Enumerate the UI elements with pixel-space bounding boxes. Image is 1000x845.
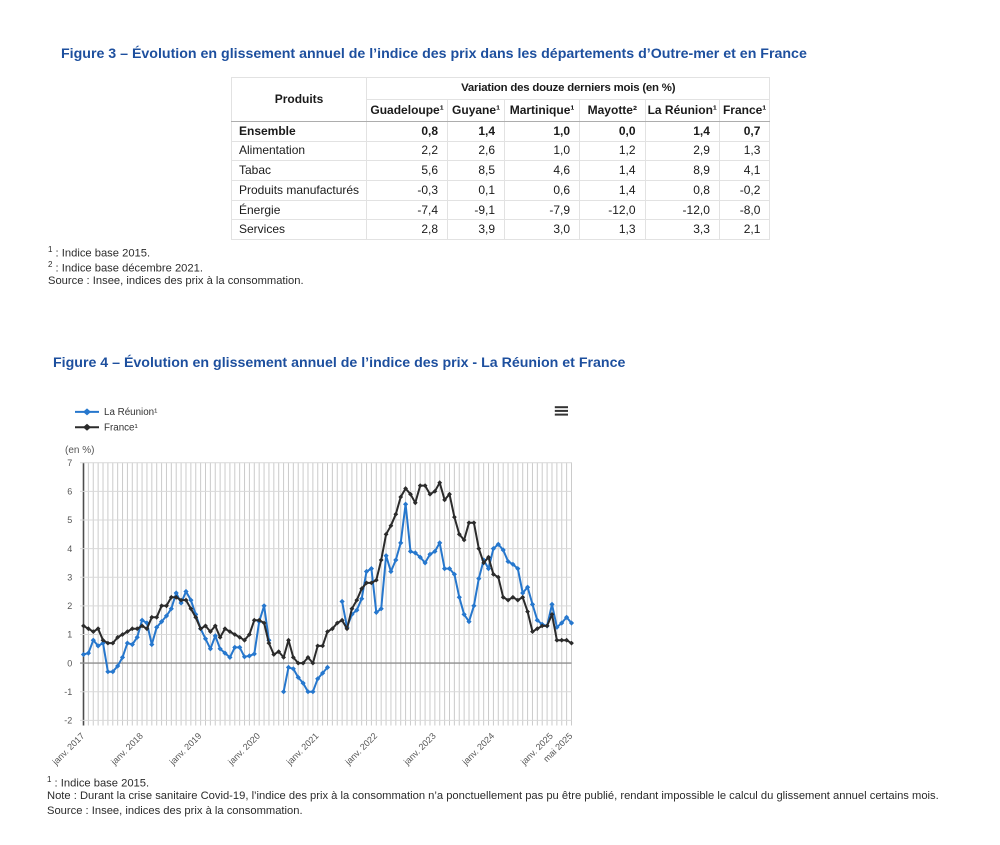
- svg-text:janv. 2018: janv. 2018: [108, 731, 145, 768]
- svg-text:6: 6: [67, 487, 72, 497]
- svg-text:-2: -2: [64, 716, 72, 726]
- svg-text:La Réunion¹: La Réunion¹: [104, 407, 158, 418]
- svg-text:France¹: France¹: [104, 423, 138, 434]
- svg-text:3: 3: [67, 572, 72, 582]
- svg-text:janv. 2021: janv. 2021: [284, 731, 321, 768]
- svg-text:(en %): (en %): [65, 445, 94, 456]
- svg-text:7: 7: [67, 458, 72, 468]
- svg-text:janv. 2017: janv. 2017: [50, 731, 87, 768]
- svg-text:2: 2: [67, 601, 72, 611]
- svg-text:janv. 2019: janv. 2019: [167, 731, 204, 768]
- svg-text:janv. 2020: janv. 2020: [225, 731, 262, 768]
- svg-text:janv. 2024: janv. 2024: [460, 731, 497, 768]
- svg-text:4: 4: [67, 544, 72, 554]
- svg-text:0: 0: [67, 658, 72, 668]
- svg-text:janv. 2023: janv. 2023: [401, 731, 438, 768]
- svg-text:5: 5: [67, 515, 72, 525]
- svg-text:1: 1: [67, 630, 72, 640]
- svg-text:-1: -1: [64, 687, 72, 697]
- svg-text:janv. 2022: janv. 2022: [343, 731, 380, 768]
